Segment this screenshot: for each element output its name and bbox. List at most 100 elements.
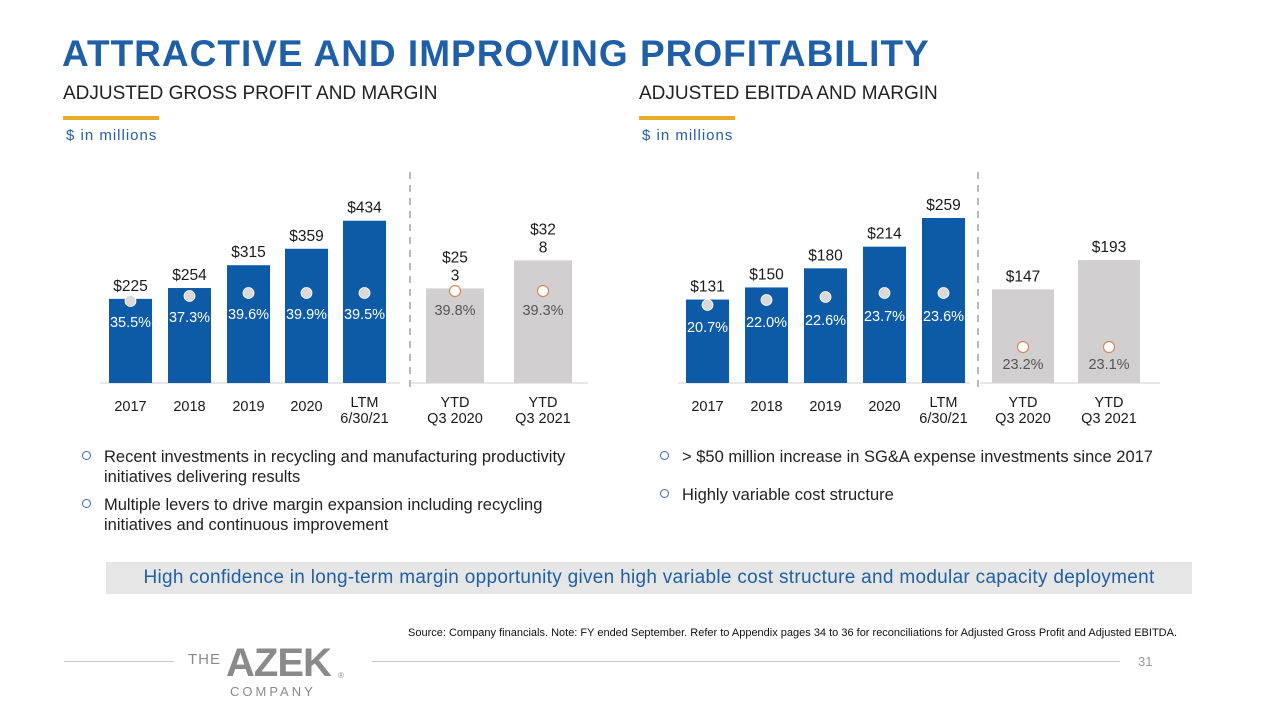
margin-marker [937, 287, 950, 299]
bar-value-line: $131 [690, 279, 724, 296]
bar-value-label: $259 [926, 197, 960, 214]
margin-marker [1102, 340, 1116, 354]
bar-value-label: $254 [172, 267, 207, 284]
right-subtitle: ADJUSTED EBITDA AND MARGIN [639, 83, 938, 104]
bullet-icon [82, 499, 91, 508]
bar [285, 248, 328, 383]
bullet-text: Recent investments in recycling and manu… [104, 448, 566, 486]
margin-label: 23.7% [864, 309, 905, 325]
list-item: Highly variable cost structure [660, 485, 1220, 505]
category-line: 2019 [809, 399, 841, 415]
category-line: 2020 [290, 399, 322, 415]
bar-value-line: $150 [749, 266, 784, 283]
logo-text-main: AZEK [226, 641, 332, 685]
margin-marker [878, 287, 891, 299]
bar-value-label: $32 8 [530, 221, 556, 256]
bar-value-label: $434 [347, 200, 382, 217]
margin-marker [701, 299, 714, 311]
margin-label: 22.0% [746, 315, 787, 331]
azek-logo: THE AZEK COMPANY ® [188, 641, 344, 699]
bar-value-label: $150 [749, 266, 784, 283]
left-bullets: Recent investments in recycling and manu… [82, 447, 612, 543]
category-line: Q3 2021 [515, 411, 571, 427]
category-line: 2017 [114, 399, 146, 415]
category-line: YTD [529, 395, 558, 411]
bar [426, 288, 484, 383]
margin-marker [242, 287, 255, 299]
margin-marker [358, 287, 371, 299]
category-line: 2020 [868, 399, 900, 415]
bar-value-label: $315 [231, 244, 265, 261]
margin-label: 37.3% [169, 310, 210, 326]
category-label: 2020 [290, 399, 322, 415]
left-units: $ in millions [66, 127, 158, 144]
bar-value-line: $434 [347, 200, 382, 217]
banner-text: High confidence in long-term margin oppo… [143, 567, 1155, 588]
page-number: 31 [1138, 654, 1153, 669]
margin-marker [183, 290, 196, 302]
bar [227, 265, 270, 383]
bullet-text: Highly variable cost structure [682, 486, 894, 504]
gross-profit-chart: $225 35.5% 2017 $254 37.3% 2018 $315 39.6% 2019 $… [100, 172, 588, 427]
margin-label: 23.6% [923, 309, 964, 325]
bar-value-line: $315 [231, 244, 265, 261]
bar-value-label: $180 [808, 247, 843, 264]
category-label: YTD Q3 2020 [427, 395, 483, 427]
category-line: YTD [441, 395, 470, 411]
category-line: 2018 [173, 399, 205, 415]
bar [1078, 260, 1140, 383]
margin-marker [1016, 340, 1030, 354]
category-line: 6/30/21 [919, 411, 967, 427]
margin-label: 39.8% [434, 303, 475, 319]
category-label: 2017 [691, 399, 723, 415]
bar-value-label: $25 3 [442, 249, 468, 284]
category-label: 2019 [232, 399, 264, 415]
category-label: 2019 [809, 399, 841, 415]
category-line: 6/30/21 [340, 411, 388, 427]
category-label: LTM 6/30/21 [340, 395, 388, 427]
bar-value-line: 3 [451, 267, 460, 284]
bullet-text: Multiple levers to drive margin expansio… [104, 496, 543, 534]
bar-value-label: $193 [1092, 239, 1126, 256]
category-label: YTD Q3 2020 [995, 395, 1051, 427]
category-label: 2018 [173, 399, 205, 415]
bar-value-line: $225 [113, 278, 147, 295]
category-label: 2020 [868, 399, 900, 415]
bar [804, 268, 847, 383]
bar-value-line: $147 [1006, 268, 1040, 285]
bar-value-label: $131 [690, 279, 724, 296]
source-note: Source: Company financials. Note: FY end… [408, 627, 1178, 639]
margin-label: 39.3% [522, 303, 563, 319]
bar-value-line: $254 [172, 267, 207, 284]
bar [109, 298, 152, 383]
category-label: LTM 6/30/21 [919, 395, 967, 427]
bar-value-label: $359 [289, 228, 323, 245]
category-label: 2018 [750, 399, 782, 415]
bar [168, 288, 211, 383]
bar [922, 218, 965, 383]
bullet-icon [660, 451, 669, 460]
category-line: Q3 2020 [995, 411, 1051, 427]
category-label: YTD Q3 2021 [515, 395, 571, 427]
margin-label: 22.6% [805, 313, 846, 329]
right-accent-bar [639, 116, 735, 120]
category-line: 2019 [232, 399, 264, 415]
margin-label: 39.9% [286, 307, 327, 323]
list-item: Recent investments in recycling and manu… [82, 447, 612, 487]
margin-label: 39.6% [228, 307, 269, 323]
list-item: Multiple levers to drive margin expansio… [82, 495, 612, 535]
logo-text-top: THE [188, 651, 221, 668]
bar-value-line: $193 [1092, 239, 1126, 256]
category-line: YTD [1095, 395, 1124, 411]
bar [514, 260, 572, 383]
category-line: 2018 [750, 399, 782, 415]
margin-label: 39.5% [344, 307, 385, 323]
left-accent-bar [63, 116, 159, 120]
category-line: LTM [930, 395, 958, 411]
margin-marker [760, 294, 773, 306]
bar [992, 289, 1054, 383]
category-label: YTD Q3 2021 [1081, 395, 1137, 427]
bullet-icon [660, 489, 669, 498]
bar-value-line: $214 [867, 226, 902, 243]
highlight-banner: High confidence in long-term margin oppo… [106, 562, 1192, 594]
